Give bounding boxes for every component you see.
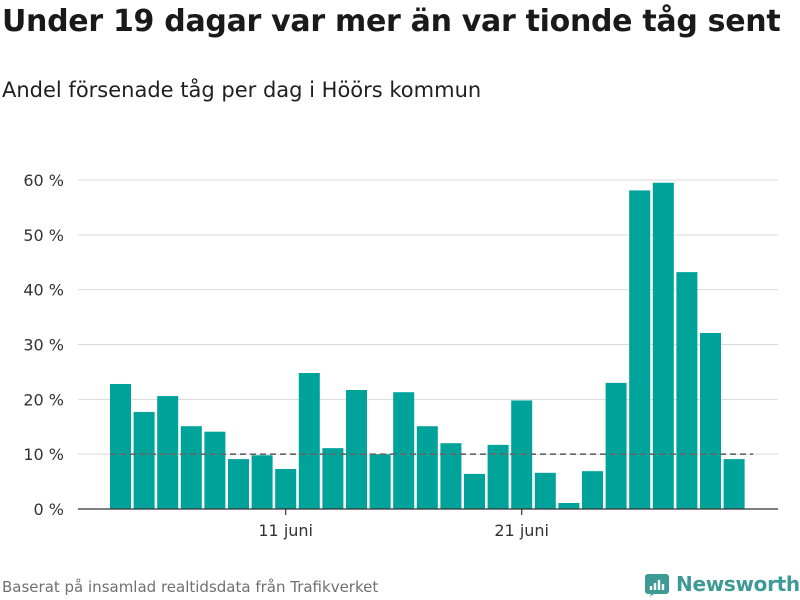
bar xyxy=(298,373,320,509)
y-axis-ticks: 0 % 10 % 20 % 30 % 40 % 50 % 60 % xyxy=(23,171,64,519)
bar xyxy=(346,390,367,509)
bar xyxy=(723,459,745,509)
bar xyxy=(534,472,556,509)
bar xyxy=(416,426,438,509)
y-tick-label: 40 % xyxy=(23,281,64,300)
bar xyxy=(464,473,485,509)
bar xyxy=(204,431,226,509)
bar xyxy=(582,471,603,509)
x-tick-label: 11 juni xyxy=(258,521,313,540)
y-tick-label: 20 % xyxy=(23,390,64,409)
bar xyxy=(558,502,580,509)
chart-title: Under 19 dagar var mer än var tionde tåg… xyxy=(2,4,781,39)
chart-subtitle: Andel försenade tåg per dag i Höörs komm… xyxy=(2,78,482,102)
bar xyxy=(605,382,627,509)
bar xyxy=(652,182,674,509)
x-tick-label: 21 juni xyxy=(494,521,549,540)
bar xyxy=(700,332,721,509)
bar xyxy=(440,443,462,509)
bar xyxy=(369,454,391,509)
brand-logo: Newsworthy xyxy=(644,571,800,597)
brand-name: Newsworthy xyxy=(676,572,800,596)
bar xyxy=(251,455,273,509)
x-axis: 11 juni 21 juni xyxy=(78,508,778,540)
y-tick-label: 60 % xyxy=(23,171,64,190)
bar xyxy=(487,444,509,509)
y-tick-label: 0 % xyxy=(34,500,64,519)
bar xyxy=(110,383,131,509)
y-tick-label: 10 % xyxy=(23,445,64,464)
bar xyxy=(180,426,202,509)
bar xyxy=(228,459,249,509)
bar xyxy=(676,272,698,509)
bar xyxy=(133,411,155,509)
bar xyxy=(275,468,297,509)
bar xyxy=(322,448,344,509)
y-tick-label: 30 % xyxy=(23,336,64,355)
newsworthy-logo-icon xyxy=(645,574,669,597)
y-tick-label: 50 % xyxy=(23,226,64,245)
source-note: Baserat på insamlad realtidsdata från Tr… xyxy=(2,578,379,596)
bars xyxy=(110,182,745,509)
bar xyxy=(393,392,415,509)
bar xyxy=(629,190,651,509)
bar xyxy=(157,396,179,509)
